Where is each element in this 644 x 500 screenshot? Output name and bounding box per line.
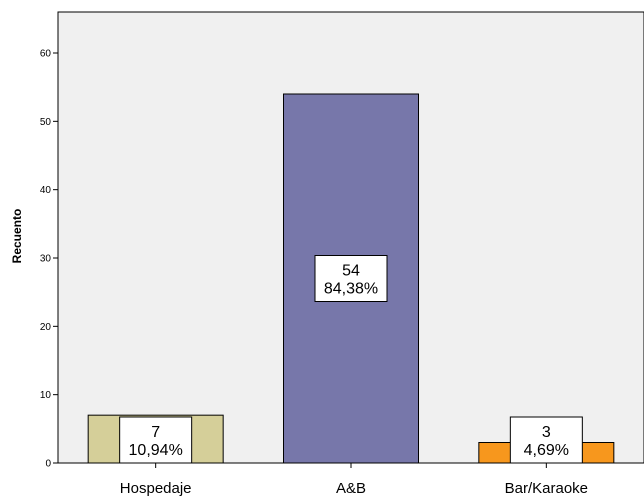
y-tick-label: 20 (40, 322, 52, 333)
y-tick-label: 30 (40, 254, 52, 265)
x-tick-label: Hospedaje (120, 480, 192, 497)
data-label-percent: 10,94% (129, 442, 183, 459)
y-axis-title: Recuento (10, 209, 24, 264)
data-label-percent: 84,38% (324, 281, 378, 298)
y-tick-label: 40 (40, 185, 52, 196)
data-label-count: 7 (151, 424, 160, 441)
y-tick-label: 10 (40, 390, 52, 401)
y-tick-label: 50 (40, 117, 52, 128)
data-label-box (314, 255, 388, 302)
x-tick-label: Bar/Karaoke (505, 480, 588, 497)
data-label-box (119, 416, 193, 464)
data-label-count: 3 (542, 424, 551, 441)
data-label-count: 54 (342, 263, 360, 280)
x-axis: Hospedaje A&B Bar/Karaoke (120, 463, 588, 497)
y-axis: 0 10 20 30 40 50 60 (40, 49, 58, 470)
x-tick-label: A&B (336, 480, 366, 497)
y-tick-label: 0 (45, 459, 51, 470)
y-tick-label: 60 (40, 49, 52, 60)
data-label-percent: 4,69% (524, 442, 569, 459)
